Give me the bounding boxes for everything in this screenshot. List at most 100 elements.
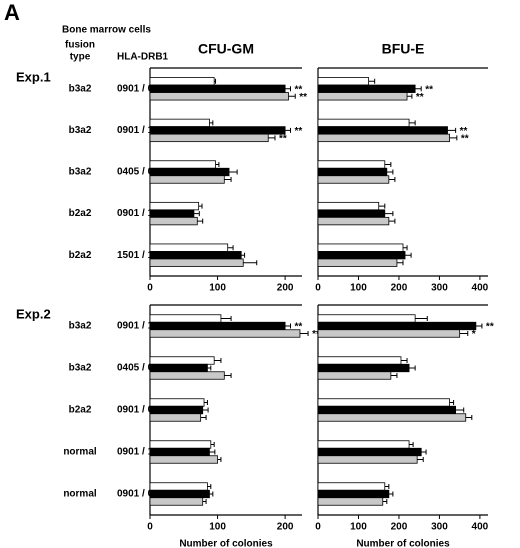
error-bar bbox=[227, 245, 234, 251]
hla-type: 0901 / 1101 bbox=[117, 208, 170, 219]
significance: ** bbox=[299, 92, 307, 103]
significance: ** bbox=[295, 126, 303, 137]
x-tick-label: 100 bbox=[350, 283, 367, 294]
bar bbox=[317, 371, 392, 380]
x-axis-label: Number of colonies bbox=[356, 539, 450, 548]
fusion-type: normal bbox=[63, 447, 97, 458]
error-bar bbox=[285, 86, 292, 92]
bar bbox=[149, 160, 216, 169]
hla-type: 0405 / 0803 bbox=[117, 167, 170, 178]
bar bbox=[317, 497, 384, 506]
bar bbox=[149, 314, 222, 323]
error-bar bbox=[202, 407, 209, 413]
fusion-type: b2a2 bbox=[69, 405, 92, 416]
x-tick-label: 200 bbox=[391, 522, 408, 533]
bar bbox=[317, 356, 402, 365]
error-bar bbox=[207, 484, 212, 489]
error-bar bbox=[288, 93, 296, 99]
bar bbox=[149, 209, 195, 218]
significance: ** bbox=[279, 134, 287, 145]
error-bar bbox=[215, 162, 220, 167]
error-bar bbox=[243, 260, 258, 266]
bar bbox=[149, 321, 286, 331]
significance: ** bbox=[295, 84, 303, 95]
bar bbox=[317, 201, 380, 211]
bar bbox=[149, 84, 286, 93]
bar bbox=[149, 216, 198, 226]
header-fusion: type bbox=[70, 52, 91, 63]
x-tick-label: 100 bbox=[209, 522, 226, 533]
error-bar bbox=[409, 442, 414, 447]
significance: ** bbox=[295, 322, 303, 333]
bar bbox=[149, 258, 244, 267]
error-bar bbox=[384, 484, 390, 489]
bar bbox=[149, 371, 225, 380]
fusion-type: b2a2 bbox=[69, 250, 92, 261]
error-bar bbox=[409, 120, 416, 126]
error-bar bbox=[475, 323, 483, 329]
error-bar bbox=[197, 218, 204, 224]
fusion-type: b3a2 bbox=[69, 125, 92, 136]
bar bbox=[149, 243, 229, 252]
error-bar bbox=[210, 442, 215, 447]
error-bar bbox=[465, 415, 473, 420]
bar bbox=[149, 482, 208, 491]
bar bbox=[317, 84, 416, 93]
error-bar bbox=[285, 323, 292, 329]
error-bar bbox=[400, 358, 408, 363]
error-bar bbox=[224, 177, 232, 182]
bar bbox=[317, 251, 406, 260]
fusion-type: b3a2 bbox=[69, 83, 92, 94]
error-bar bbox=[229, 169, 238, 175]
error-bar bbox=[388, 218, 396, 224]
error-bar bbox=[407, 93, 413, 99]
error-bar bbox=[241, 252, 246, 258]
error-bar bbox=[384, 162, 392, 167]
error-bar bbox=[447, 127, 457, 133]
fusion-type: normal bbox=[63, 489, 97, 500]
significance: ** bbox=[312, 329, 320, 340]
significance: ** bbox=[461, 134, 469, 145]
error-bar bbox=[449, 135, 458, 141]
x-tick-label: 300 bbox=[431, 283, 448, 294]
bar bbox=[317, 413, 467, 422]
error-bar bbox=[449, 400, 455, 405]
bar bbox=[149, 133, 269, 143]
bar bbox=[149, 201, 200, 211]
hla-type: 0405 / 0803 bbox=[117, 363, 170, 374]
error-bar bbox=[382, 499, 388, 504]
bar bbox=[149, 455, 218, 464]
bar bbox=[317, 405, 457, 415]
x-tick-label: 100 bbox=[350, 522, 367, 533]
error-bar bbox=[285, 127, 292, 133]
figure-label: A bbox=[4, 0, 20, 25]
bar bbox=[149, 118, 210, 128]
error-bar bbox=[224, 373, 232, 378]
bar bbox=[317, 363, 410, 373]
hla-type: 0901 / 0405 bbox=[117, 489, 170, 500]
bar bbox=[317, 398, 450, 407]
x-tick-label: 400 bbox=[472, 522, 489, 533]
bar bbox=[149, 398, 205, 407]
error-bar bbox=[209, 491, 214, 497]
bar bbox=[317, 482, 386, 491]
header-hla: HLA-DRB1 bbox=[117, 52, 169, 63]
x-tick-label: 300 bbox=[431, 522, 448, 533]
bar bbox=[149, 413, 202, 422]
error-bar bbox=[220, 316, 232, 321]
x-tick-label: 0 bbox=[147, 522, 153, 533]
bar bbox=[317, 118, 410, 128]
error-bar bbox=[388, 491, 394, 497]
x-tick-label: 200 bbox=[391, 283, 408, 294]
bar bbox=[149, 440, 212, 449]
fusion-type: b2a2 bbox=[69, 208, 92, 219]
error-bar bbox=[403, 245, 408, 251]
error-bar bbox=[209, 120, 214, 126]
significance: ** bbox=[425, 84, 433, 95]
hla-type: 0901 / 0901 bbox=[117, 83, 170, 94]
significance: ** bbox=[460, 126, 468, 137]
experiment-label: Exp.2 bbox=[16, 306, 51, 321]
bar bbox=[149, 363, 208, 373]
error-bar bbox=[417, 457, 424, 462]
